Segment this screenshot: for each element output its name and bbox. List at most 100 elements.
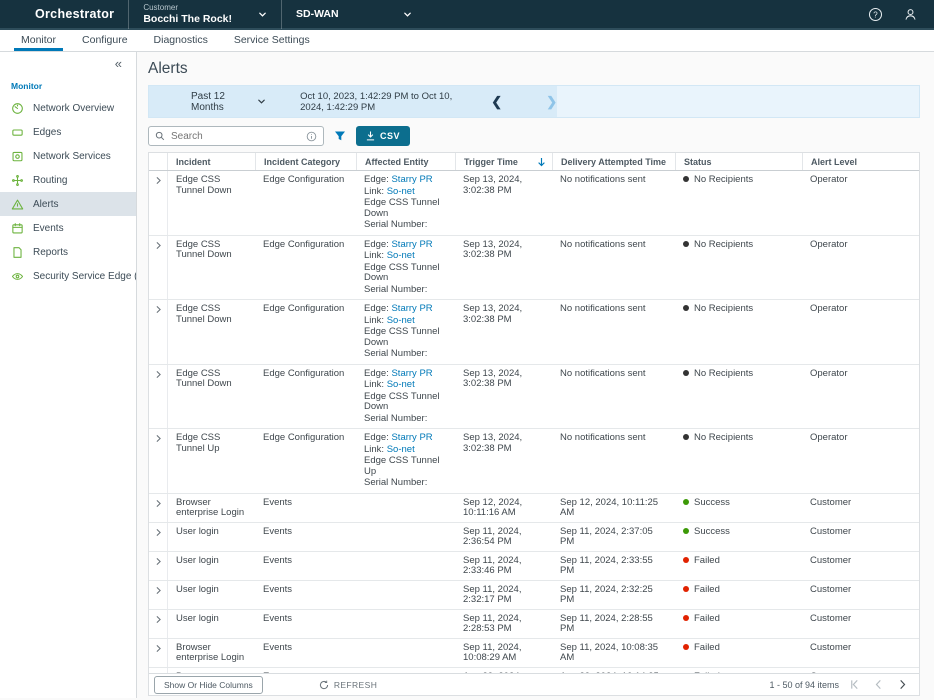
affected-entity-cell: Edge: Starry PRLink: So-netEdge CSS Tunn… [356, 236, 455, 300]
date-prev-button[interactable]: ❮ [491, 95, 502, 108]
row-expander-icon[interactable] [149, 429, 167, 493]
row-expander-icon[interactable] [149, 236, 167, 300]
delivery-attempted-time-cell: No notifications sent [552, 171, 675, 235]
alert-level-cell: Customer [802, 523, 919, 551]
show-hide-columns-button[interactable]: Show Or Hide Columns [154, 676, 263, 694]
status-label: Success [694, 497, 730, 508]
affected-entity-link[interactable]: Starry PR [391, 432, 432, 443]
incident-category-cell: Edge Configuration [255, 365, 356, 429]
sidebar-item-alerts[interactable]: Alerts [0, 192, 136, 216]
affected-entity-link[interactable]: So-net [387, 379, 415, 390]
affected-entity-link[interactable]: So-net [387, 186, 415, 197]
incident-cell: Edge CSS Tunnel Down [167, 300, 255, 364]
delivery-attempted-time-cell: Sep 11, 2024, 2:28:55 PM [552, 610, 675, 638]
row-expander-icon[interactable] [149, 581, 167, 609]
trigger-time-cell: Sep 13, 2024, 3:02:38 PM [455, 429, 552, 493]
next-page-icon[interactable] [894, 679, 911, 690]
table-body: Edge CSS Tunnel DownEdge ConfigurationEd… [149, 171, 919, 673]
column-header-status[interactable]: Status [675, 153, 802, 170]
refresh-button[interactable]: REFRESH [319, 680, 377, 690]
service-selector[interactable]: SD-WAN [296, 8, 412, 20]
trigger-time-cell: Sep 11, 2024, 2:33:46 PM [455, 552, 552, 580]
search-input[interactable] [169, 130, 302, 143]
first-page-icon[interactable] [846, 679, 863, 690]
affected-entity-link[interactable]: Starry PR [391, 303, 432, 314]
refresh-icon [319, 680, 329, 690]
column-header-trigger-time[interactable]: Trigger Time [455, 153, 552, 170]
sidebar-items: Network Overview Edges Network ServicesRou… [0, 96, 136, 288]
sidebar-item-label: Reports [33, 247, 68, 258]
user-icon[interactable] [903, 7, 918, 22]
customer-selector[interactable]: Customer Bocchi The Rock! [143, 3, 267, 24]
affected-entity-cell [356, 552, 455, 580]
column-header-incident-category[interactable]: Incident Category [255, 153, 356, 170]
incident-category-cell: Edge Configuration [255, 171, 356, 235]
incident-cell: Edge CSS Tunnel Down [167, 365, 255, 429]
affected-entity-prefix: Edge: [364, 239, 391, 250]
tab-service-settings[interactable]: Service Settings [221, 30, 323, 51]
events-icon [11, 222, 24, 235]
status-dot [683, 241, 689, 247]
tab-monitor[interactable]: Monitor [8, 30, 69, 51]
status-dot [683, 499, 689, 505]
sidebar-item-events[interactable]: Events [0, 216, 136, 240]
row-expander-icon[interactable] [149, 300, 167, 364]
affected-entity-link[interactable]: Starry PR [391, 239, 432, 250]
affected-entity-link[interactable]: So-net [387, 250, 415, 261]
affected-entity-line: Edge: Starry PR [364, 369, 447, 380]
column-header-affected-entity[interactable]: Affected Entity [356, 153, 455, 170]
tab-diagnostics[interactable]: Diagnostics [141, 30, 221, 51]
column-header-incident[interactable]: Incident [167, 153, 255, 170]
affected-entity-line: Link: So-net [364, 187, 447, 198]
status-cell: No Recipients [675, 236, 802, 300]
sidebar-item-network-overview[interactable]: Network Overview [0, 96, 136, 120]
sidebar-item-routing[interactable]: Routing [0, 168, 136, 192]
affected-entity-line: Serial Number: [364, 414, 447, 425]
affected-entity-line: Edge: Starry PR [364, 240, 447, 251]
sidebar-item-label: Edges [33, 127, 61, 138]
sidebar-collapse-icon[interactable]: « [0, 54, 136, 71]
affected-entity-link[interactable]: Starry PR [391, 174, 432, 185]
status-cell: Success [675, 494, 802, 522]
csv-export-button[interactable]: CSV [356, 126, 410, 146]
previous-page-icon[interactable] [870, 679, 887, 690]
sort-descending-icon[interactable] [537, 157, 546, 167]
status-label: No Recipients [694, 239, 753, 250]
row-expander-icon[interactable] [149, 610, 167, 638]
row-expander-icon[interactable] [149, 523, 167, 551]
delivery-attempted-time-cell: Sep 11, 2024, 2:32:25 PM [552, 581, 675, 609]
row-expander-icon[interactable] [149, 365, 167, 429]
row-expander-icon[interactable] [149, 552, 167, 580]
sidebar-item-security-service-edge-s[interactable]: Security Service Edge (S... [0, 264, 136, 288]
delivery-attempted-time-cell: Sep 11, 2024, 2:33:55 PM [552, 552, 675, 580]
affected-entity-line: Edge: Starry PR [364, 433, 447, 444]
affected-entity-link[interactable]: Starry PR [391, 368, 432, 379]
tab-configure[interactable]: Configure [69, 30, 141, 51]
row-expander-icon[interactable] [149, 171, 167, 235]
row-expander-icon[interactable] [149, 639, 167, 667]
filter-icon[interactable] [334, 130, 346, 142]
alert-level-cell: Customer [802, 494, 919, 522]
sidebar-item-label: Events [33, 223, 64, 234]
sidebar-item-reports[interactable]: Reports [0, 240, 136, 264]
sidebar-item-network-services[interactable]: Network Services [0, 144, 136, 168]
help-icon[interactable]: ? [868, 7, 883, 22]
affected-entity-line: Serial Number: [364, 349, 447, 360]
affected-entity-link[interactable]: So-net [387, 444, 415, 455]
date-range-dropdown[interactable]: Past 12 Months [191, 91, 266, 113]
alert-level-cell: Operator [802, 300, 919, 364]
incident-cell: Edge CSS Tunnel Down [167, 236, 255, 300]
column-header-delivery-attempted-time[interactable]: Delivery Attempted Time [552, 153, 675, 170]
table-row: User loginEventsSep 11, 2024, 2:36:54 PM… [149, 523, 919, 552]
pagination-text: 1 - 50 of 94 items [769, 680, 839, 690]
reports-icon [11, 246, 24, 259]
sidebar-item-edges[interactable]: Edges [0, 120, 136, 144]
info-icon[interactable] [306, 131, 317, 142]
row-expander-icon[interactable] [149, 494, 167, 522]
date-next-button[interactable]: ❯ [546, 95, 557, 108]
delivery-attempted-time-cell: Sep 11, 2024, 10:08:35 AM [552, 639, 675, 667]
incident-cell: User login [167, 610, 255, 638]
affected-entity-link[interactable]: So-net [387, 315, 415, 326]
incident-category-cell: Events [255, 610, 356, 638]
column-header-alert-level[interactable]: Alert Level [802, 153, 919, 170]
